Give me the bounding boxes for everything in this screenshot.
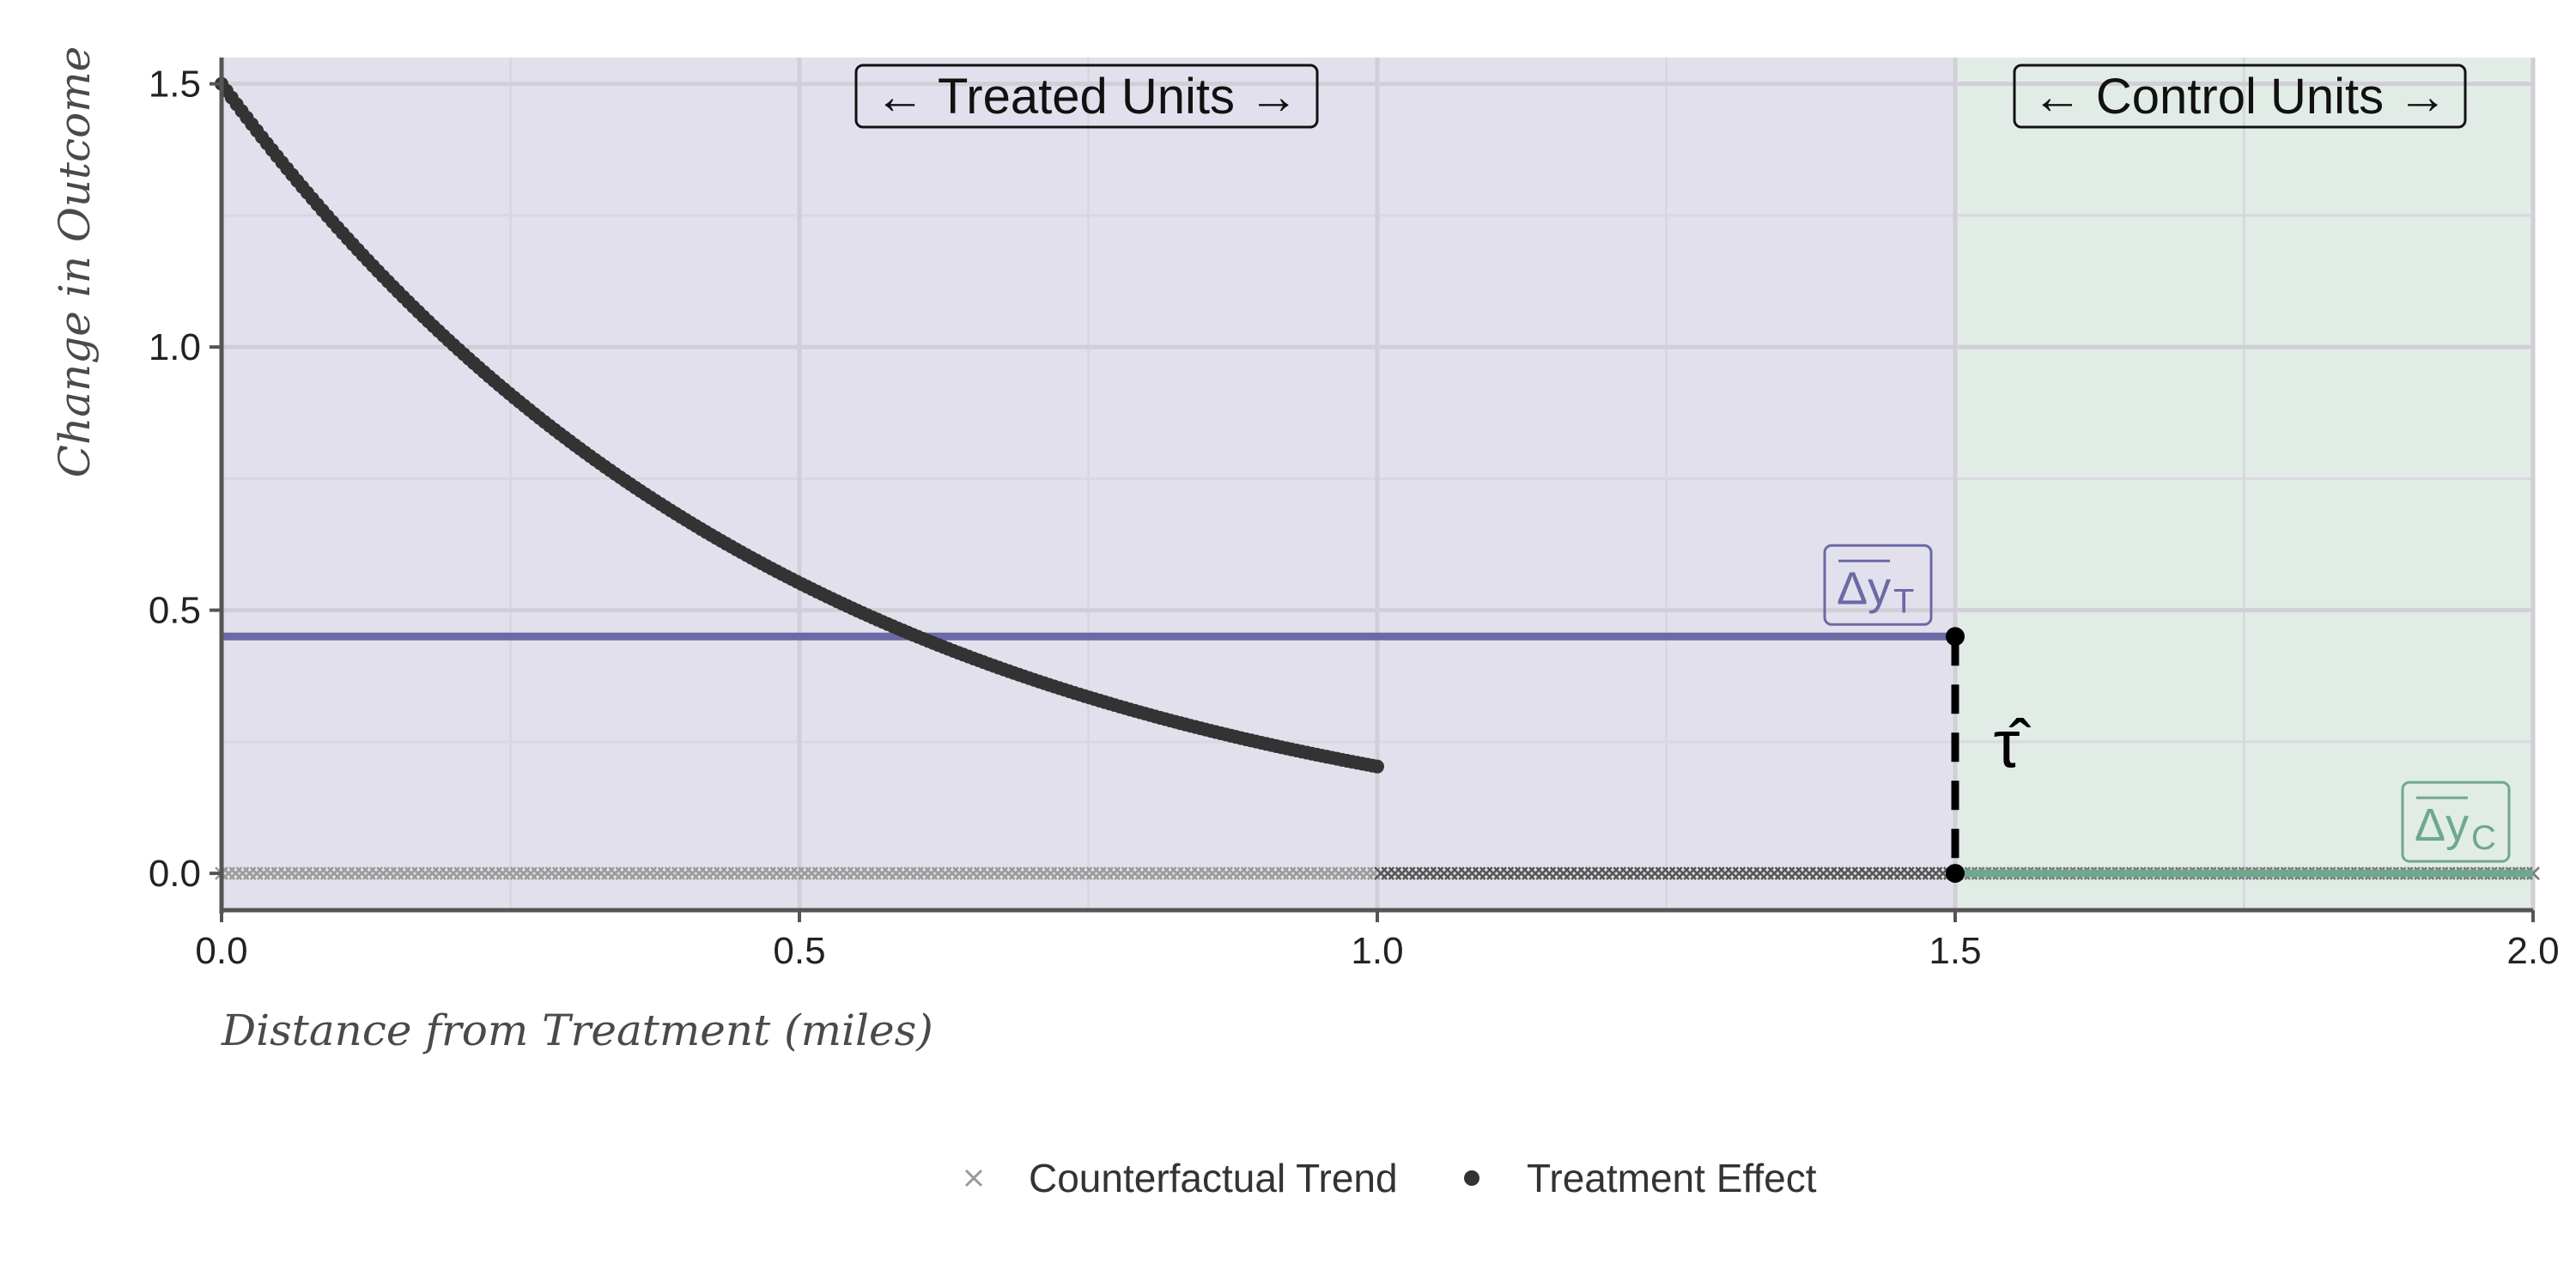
treated-mean-label: Δy T xyxy=(1823,544,1933,626)
mean-label-text: Δy xyxy=(1837,562,1891,614)
legend-treatment-label: Treatment Effect xyxy=(1527,1156,1817,1200)
tick-labels: 0.0 0.5 1.0 1.5 2.0 0.0 0.5 1.0 1.5 xyxy=(149,64,2560,972)
mean-label-text: Δy xyxy=(2415,799,2469,851)
y-tick-label: 0.5 xyxy=(149,590,201,632)
x-tick-label: 0.0 xyxy=(195,930,247,972)
region-label-text: ← Control Units → xyxy=(2032,69,2447,125)
x-axis-title: Distance from Treatment (miles) xyxy=(221,1005,933,1055)
x-tick-label: 2.0 xyxy=(2506,930,2559,972)
legend-counterfactual-label: Counterfactual Trend xyxy=(1029,1156,1398,1200)
y-tick-label: 1.0 xyxy=(149,326,201,368)
treated-units-label: ← Treated Units → xyxy=(854,64,1319,129)
estimate-bottom-point xyxy=(1946,864,1965,884)
y-axis-title: Change in Outcome xyxy=(50,46,100,477)
control-units-label: ← Control Units → xyxy=(2013,64,2467,129)
region-label-box xyxy=(854,64,1319,129)
treatment-effect-points xyxy=(215,76,1384,774)
y-tick-label: 0.0 xyxy=(149,853,201,895)
mean-lines xyxy=(222,632,2533,878)
mean-label-subscript: T xyxy=(1893,582,1914,620)
legend: Counterfactual Trend Treatment Effect xyxy=(964,1156,1817,1200)
y-tick-label: 1.5 xyxy=(149,64,201,106)
mean-label-box xyxy=(1823,544,1933,626)
region-label-text: ← Treated Units → xyxy=(875,69,1298,125)
region-labels: ← Treated Units → ← Control Units → xyxy=(854,64,2467,129)
x-tick-label: 1.5 xyxy=(1929,930,1981,972)
legend-counterfactual-marker xyxy=(964,1169,983,1188)
treatment-effect-point xyxy=(1370,759,1384,774)
legend-treatment-marker xyxy=(1464,1170,1479,1186)
x-tick-label: 1.0 xyxy=(1351,930,1403,972)
estimate-group: τ̂Δy TΔy C xyxy=(1823,544,2511,884)
estimate-top-point xyxy=(1946,627,1965,647)
control-mean-label: Δy C xyxy=(2401,781,2511,863)
region-label-box xyxy=(2013,64,2467,129)
x-tick-label: 0.5 xyxy=(773,930,825,972)
mean-label-box xyxy=(2401,781,2511,863)
counterfactual-trend-markers xyxy=(215,866,2540,880)
mean-label-subscript: C xyxy=(2471,819,2496,857)
